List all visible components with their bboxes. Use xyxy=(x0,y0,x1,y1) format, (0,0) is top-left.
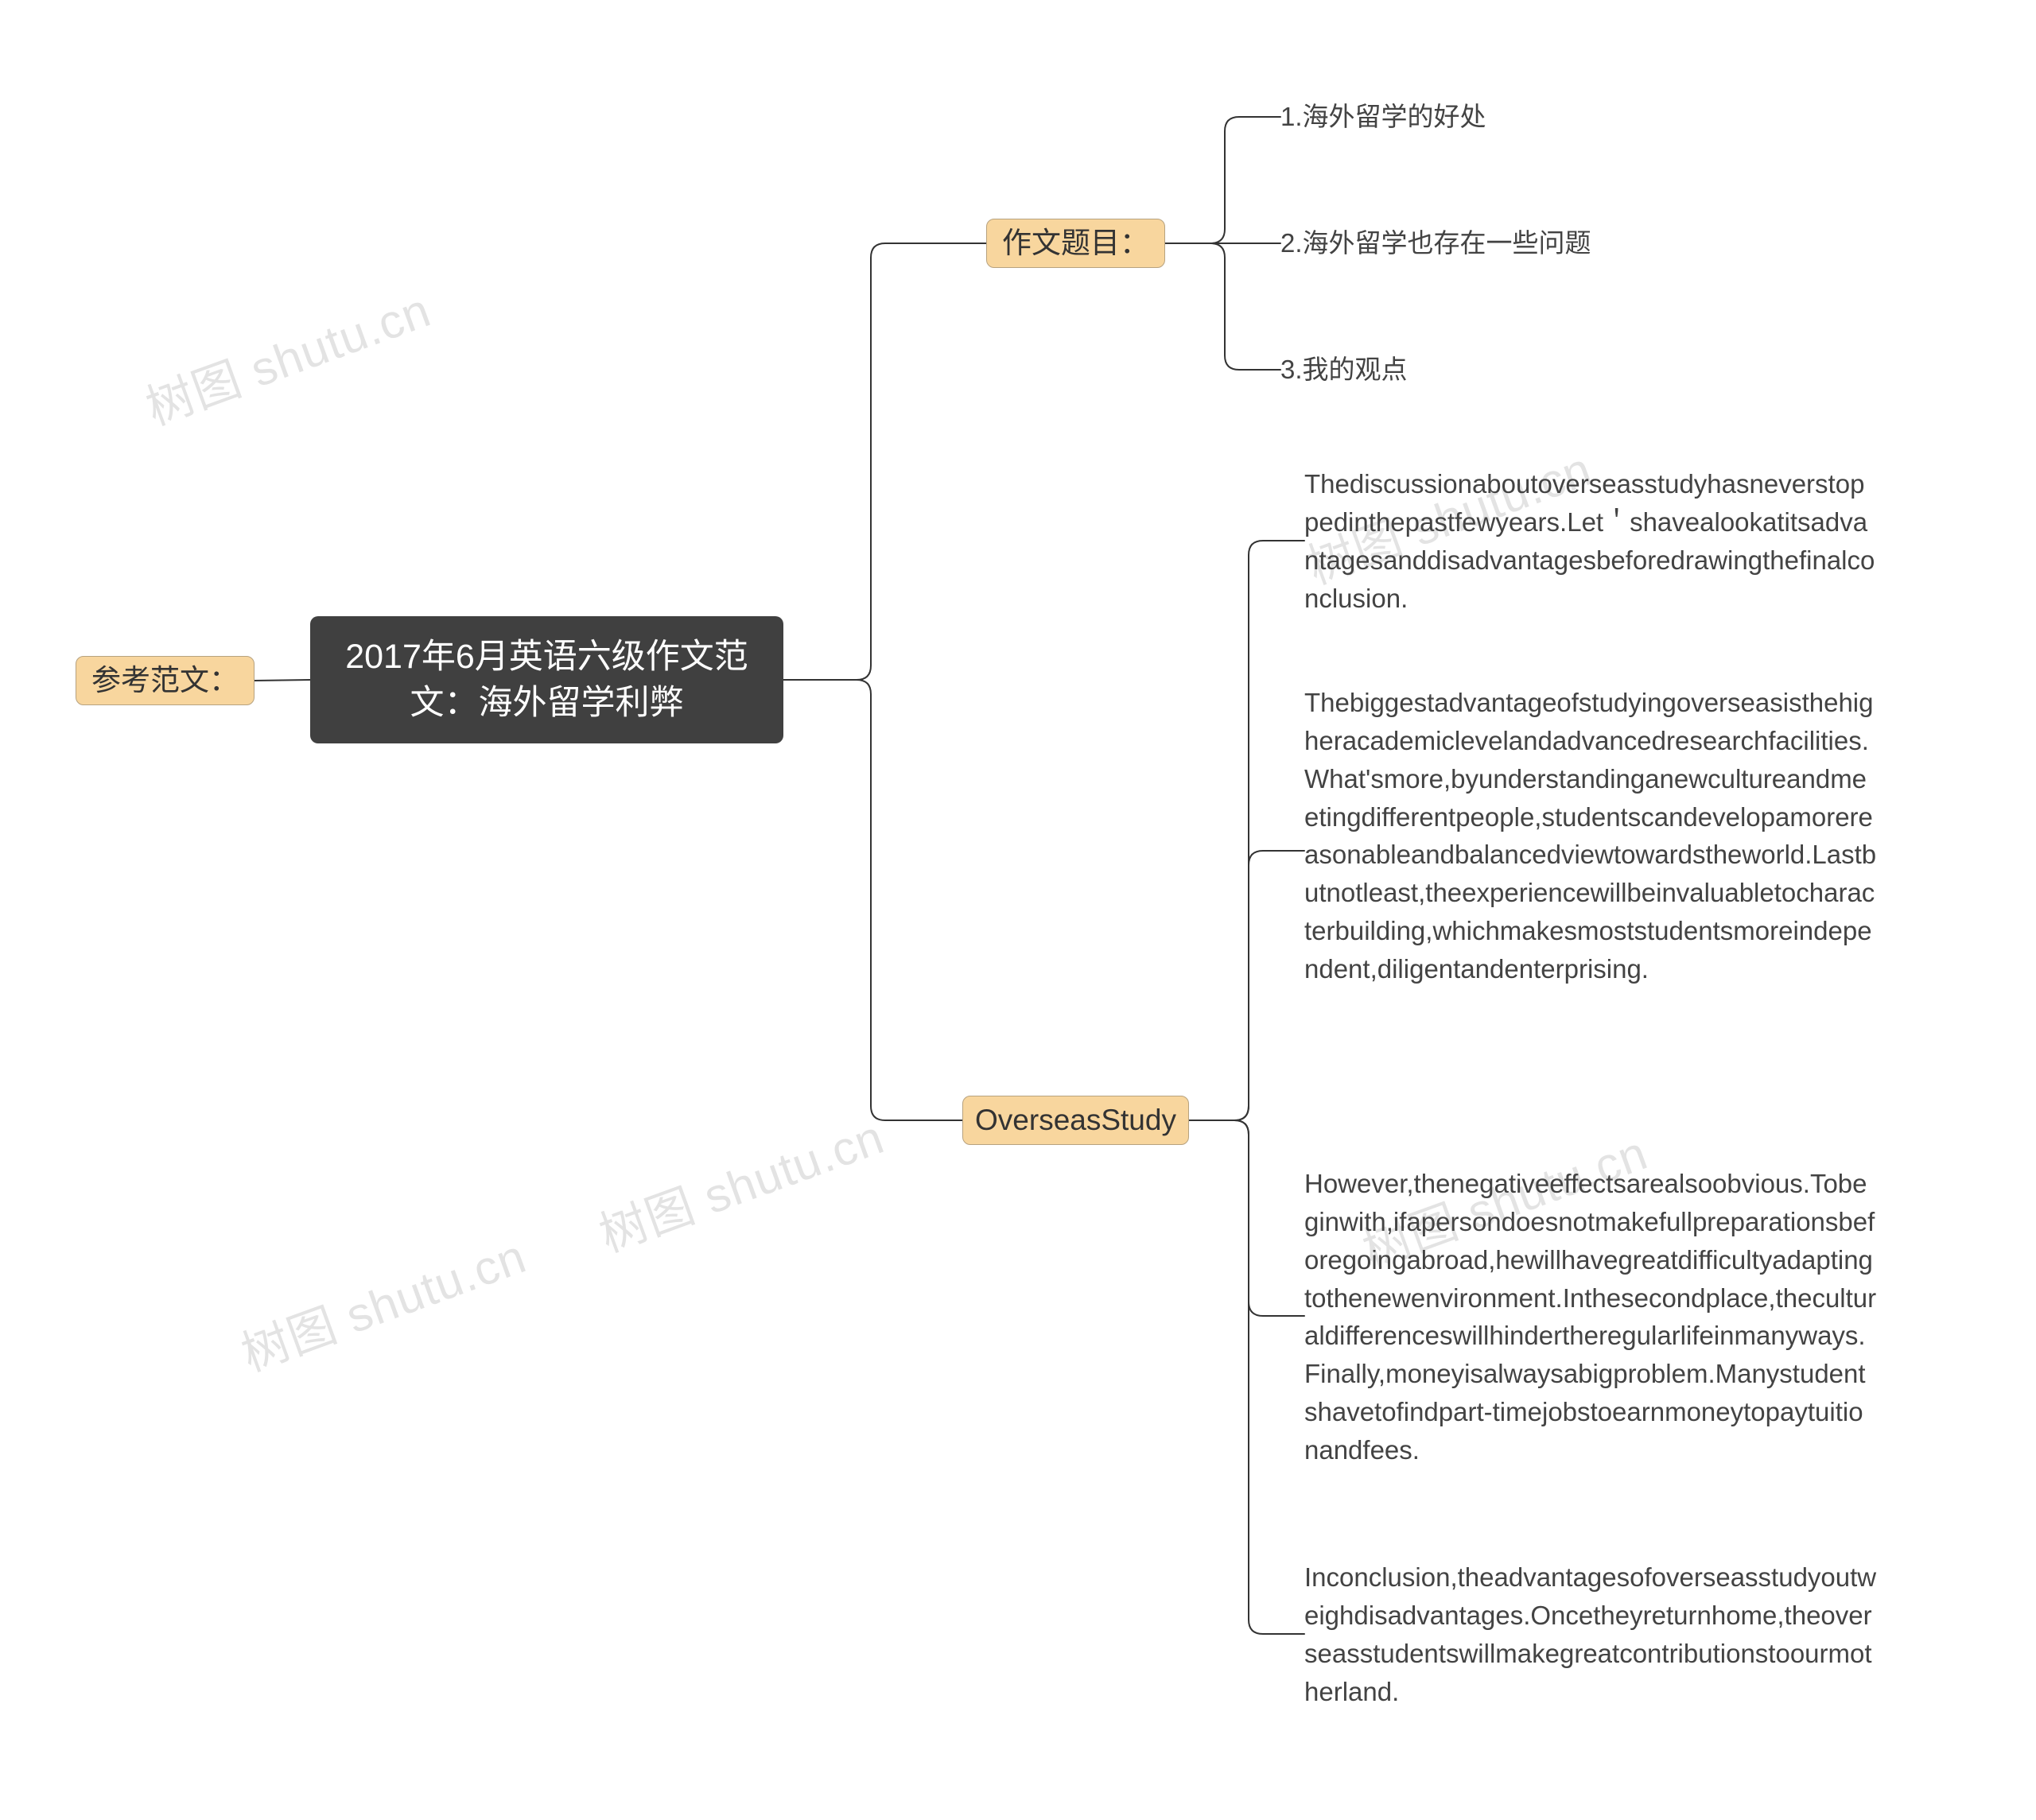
root-node[interactable]: 2017年6月英语六级作文范文：海外留学利弊 xyxy=(310,616,783,743)
branch-label: OverseasStudy xyxy=(975,1100,1176,1140)
watermark: 树图 shutu.cn xyxy=(589,1099,892,1266)
leaf-paragraph-3[interactable]: However,thenegativeeffectsarealsoobvious… xyxy=(1304,1165,1877,1469)
leaf-topic-2[interactable]: 2.海外留学也存在一些问题 xyxy=(1280,226,1678,261)
leaf-text: Thediscussionaboutoverseasstudyhasnevers… xyxy=(1304,465,1877,617)
leaf-topic-3[interactable]: 3.我的观点 xyxy=(1280,352,1678,387)
watermark: 树图 shutu.cn xyxy=(135,272,439,439)
branch-reference[interactable]: 参考范文： xyxy=(76,656,254,705)
root-label: 2017年6月英语六级作文范文：海外留学利弊 xyxy=(332,634,761,726)
leaf-text: 2.海外留学也存在一些问题 xyxy=(1280,226,1591,262)
leaf-text: 3.我的观点 xyxy=(1280,352,1408,388)
branch-label: 参考范文： xyxy=(91,661,239,700)
branch-label: 作文题目： xyxy=(1002,223,1149,263)
leaf-topic-1[interactable]: 1.海外留学的好处 xyxy=(1280,99,1678,134)
leaf-text: Thebiggestadvantageofstudyingoverseasist… xyxy=(1304,684,1877,988)
leaf-paragraph-1[interactable]: Thediscussionaboutoverseasstudyhasnevers… xyxy=(1304,465,1877,617)
branch-overseas-study[interactable]: OverseasStudy xyxy=(962,1096,1189,1145)
leaf-paragraph-4[interactable]: Inconclusion,theadvantagesofoverseasstud… xyxy=(1304,1558,1877,1710)
leaf-text: However,thenegativeeffectsarealsoobvious… xyxy=(1304,1165,1877,1469)
leaf-text: Inconclusion,theadvantagesofoverseasstud… xyxy=(1304,1558,1877,1710)
branch-topic[interactable]: 作文题目： xyxy=(986,219,1165,268)
mindmap-canvas: 树图 shutu.cn 树图 shutu.cn 树图 shutu.cn 树图 s… xyxy=(0,0,2036,1820)
watermark: 树图 shutu.cn xyxy=(231,1218,534,1385)
leaf-paragraph-2[interactable]: Thebiggestadvantageofstudyingoverseasist… xyxy=(1304,684,1877,988)
leaf-text: 1.海外留学的好处 xyxy=(1280,99,1486,135)
